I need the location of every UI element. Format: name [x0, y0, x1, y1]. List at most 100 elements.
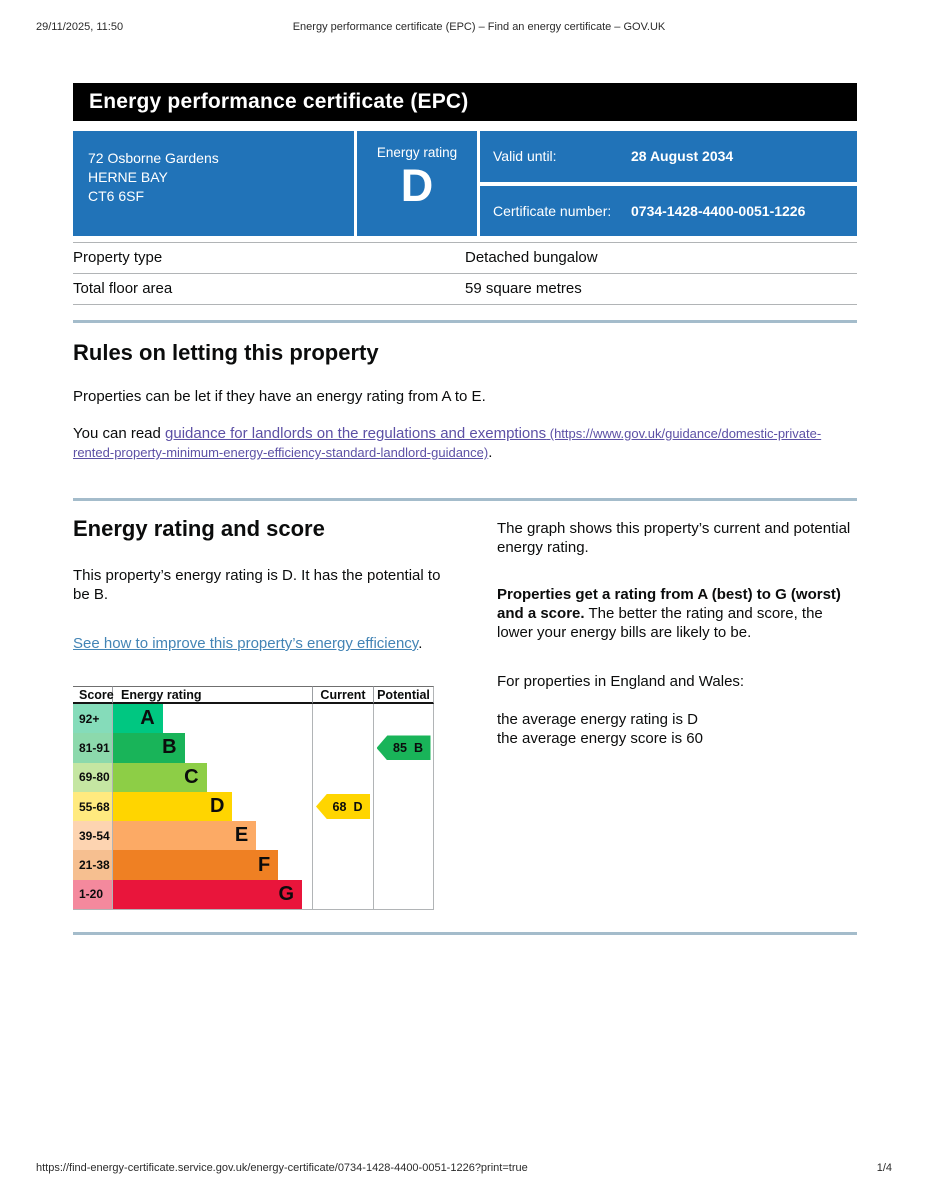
- band-score-range: 21-38: [73, 850, 113, 880]
- chart-header-score: Score: [73, 686, 114, 704]
- rating-summary-text: This property’s energy rating is D. It h…: [73, 567, 441, 603]
- potential-column-cell: 85 B: [373, 733, 434, 763]
- chart-header-current: Current: [312, 686, 373, 704]
- address-line-3: CT6 6SF: [88, 188, 145, 204]
- average-stats: the average energy rating is D the avera…: [497, 710, 857, 748]
- print-page-number: 1/4: [876, 1162, 892, 1174]
- valid-until-row: Valid until: 28 August 2034: [480, 131, 857, 182]
- band-bar-g: G: [113, 879, 303, 910]
- band-letter: B: [162, 736, 177, 759]
- average-rating-text: the average energy rating is D: [497, 711, 698, 728]
- floor-area-value: 59 square metres: [465, 273, 857, 305]
- potential-column-cell: [373, 704, 434, 734]
- potential-column-cell: [373, 821, 434, 851]
- band-bar-cell: A: [113, 704, 312, 734]
- property-address: 72 Osborne Gardens HERNE BAY CT6 6SF: [73, 131, 354, 236]
- print-doc-title: Energy performance certificate (EPC) – F…: [292, 21, 666, 33]
- letting-rules-section: Rules on letting this property Propertie…: [73, 340, 857, 462]
- improve-efficiency-link[interactable]: See how to improve this property’s energ…: [73, 635, 419, 652]
- certificate-number-label: Certificate number:: [493, 202, 612, 219]
- floor-area-label: Total floor area: [73, 273, 465, 305]
- landlord-guidance-link[interactable]: guidance for landlords on the regulation…: [73, 425, 821, 461]
- rating-right-column: The graph shows this property’s current …: [497, 516, 857, 910]
- potential-letter: B: [413, 740, 423, 755]
- valid-until-label: Valid until:: [493, 148, 557, 165]
- current-column-cell: 68 D: [312, 791, 373, 822]
- address-line-2: HERNE BAY: [88, 169, 168, 185]
- band-score-range: 55-68: [73, 791, 113, 822]
- rating-explainer-rest: The better the rating and score, the low…: [497, 605, 823, 641]
- potential-column-cell: [373, 879, 434, 910]
- energy-rating-label: Energy rating: [376, 145, 458, 160]
- graph-description-text: The graph shows this property’s current …: [497, 520, 851, 556]
- print-footer: https://find-energy-certificate.service.…: [36, 1162, 892, 1174]
- band-letter: F: [257, 853, 271, 876]
- current-column-cell: [312, 821, 373, 851]
- table-row: Total floor area 59 square metres: [73, 273, 857, 305]
- current-column-cell: [312, 704, 373, 734]
- section-divider: [73, 498, 857, 501]
- certificate-number-row: Certificate number: 0734-1428-4400-0051-…: [480, 185, 857, 236]
- certificate-meta: Valid until: 28 August 2034 Certificate …: [480, 131, 857, 236]
- letting-rules-heading: Rules on letting this property: [73, 340, 379, 365]
- england-wales-text: For properties in England and Wales:: [497, 673, 745, 690]
- current-column-cell: [312, 762, 373, 792]
- section-divider: [73, 932, 857, 936]
- rating-explainer-bold: Properties get a rating from A (best) to…: [497, 586, 841, 622]
- energy-rating-box: Energy rating D: [357, 131, 477, 236]
- band-bar-a: A: [113, 704, 163, 734]
- print-header: 29/11/2025, 11:50 Energy performance cer…: [36, 21, 892, 33]
- band-score-range: 39-54: [73, 821, 113, 851]
- potential-column-cell: [373, 850, 434, 880]
- chart-header-potential: Potential: [373, 686, 434, 704]
- letting-rules-text: Properties can be let if they have an en…: [73, 388, 486, 405]
- band-bar-cell: F: [113, 850, 312, 880]
- band-bar-c: C: [113, 762, 207, 792]
- band-score-range: 92+: [73, 704, 113, 734]
- band-bar-cell: G: [113, 879, 312, 910]
- print-url: https://find-energy-certificate.service.…: [36, 1162, 528, 1174]
- guidance-link-url: (https://www.gov.uk/guidance/domestic-pr…: [73, 426, 822, 460]
- band-bar-cell: D: [113, 791, 312, 822]
- guidance-link-text: guidance for landlords on the regulation…: [165, 425, 547, 442]
- address-line-1: 72 Osborne Gardens: [88, 150, 219, 166]
- print-datetime: 29/11/2025, 11:50: [36, 21, 124, 33]
- guidance-text-suffix: .: [488, 444, 493, 461]
- property-facts-table: Property type Detached bungalow Total fl…: [73, 242, 857, 305]
- current-column-cell: [312, 850, 373, 880]
- potential-score: 85: [393, 740, 407, 755]
- improve-link-paragraph: See how to improve this property’s energ…: [73, 634, 441, 653]
- valid-until-value: 28 August 2034: [631, 148, 734, 165]
- guidance-text-prefix: You can read: [73, 425, 166, 442]
- property-type-label: Property type: [73, 242, 465, 274]
- rating-explainer-text: Properties get a rating from A (best) to…: [497, 585, 857, 642]
- current-column-cell: [312, 879, 373, 910]
- table-row: Property type Detached bungalow: [73, 242, 857, 274]
- energy-rating-chart: Score Energy rating Current Potential 92…: [73, 686, 434, 911]
- band-letter: A: [140, 707, 155, 730]
- page-title: Energy performance certificate (EPC): [89, 90, 469, 113]
- band-letter: G: [278, 882, 295, 905]
- current-score: 68: [332, 799, 347, 814]
- current-rating-marker: 68 D: [316, 794, 370, 820]
- band-letter: D: [209, 795, 225, 818]
- band-score-range: 1-20: [73, 879, 113, 910]
- band-bar-d: D: [113, 791, 233, 822]
- potential-rating-marker: 85 B: [376, 735, 431, 761]
- chart-header-rating: Energy rating: [113, 686, 312, 704]
- certificate-number-value: 0734-1428-4400-0051-1226: [631, 202, 806, 219]
- improve-link-suffix: .: [418, 635, 423, 652]
- potential-column-cell: [373, 791, 434, 822]
- band-bar-cell: E: [113, 821, 312, 851]
- band-score-range: 81-91: [73, 733, 113, 763]
- potential-column-cell: [373, 762, 434, 792]
- band-letter: E: [234, 824, 249, 847]
- energy-rating-value: D: [400, 160, 434, 211]
- current-column-cell: [312, 733, 373, 763]
- band-bar-cell: B: [113, 733, 312, 763]
- rating-left-column: Energy rating and score This property’s …: [73, 516, 441, 911]
- current-letter: D: [353, 799, 363, 814]
- page-title-banner: Energy performance certificate (EPC): [73, 83, 857, 121]
- letting-guidance-text: You can read guidance for landlords on t…: [73, 424, 857, 462]
- band-score-range: 69-80: [73, 762, 113, 792]
